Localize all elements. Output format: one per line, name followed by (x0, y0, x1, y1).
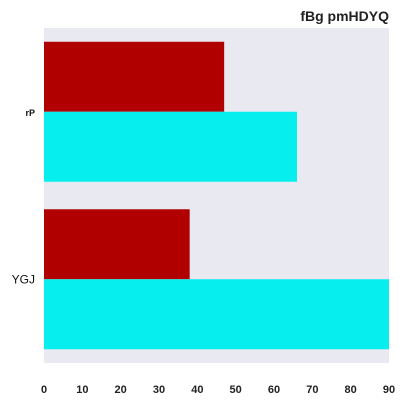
x-tick-label-0: 0 (41, 384, 47, 396)
bar-ygj-series-2 (44, 279, 389, 350)
chart-title: fBg pmHDYQ (300, 8, 389, 24)
category-labels: rP YGJ (12, 108, 35, 287)
x-tick-label-50: 50 (230, 384, 242, 396)
bars-group (44, 41, 389, 350)
category-label-rp: rP (25, 108, 35, 118)
x-tick-label-30: 30 (153, 384, 165, 396)
category-label-ygj: YGJ (12, 272, 35, 286)
bar-rp-series-1 (44, 41, 225, 112)
bar-ygj-series-1 (44, 209, 190, 280)
x-tick-label-90: 90 (383, 384, 395, 396)
x-tick-label-60: 60 (268, 384, 280, 396)
x-tick-label-40: 40 (191, 384, 203, 396)
x-axis-ticks: 0 10 20 30 40 50 60 70 80 90 (41, 384, 395, 396)
bar-rp-series-2 (44, 111, 297, 182)
x-tick-label-10: 10 (76, 384, 88, 396)
x-tick-label-80: 80 (345, 384, 357, 396)
x-tick-label-70: 70 (306, 384, 318, 396)
x-tick-label-20: 20 (115, 384, 127, 396)
